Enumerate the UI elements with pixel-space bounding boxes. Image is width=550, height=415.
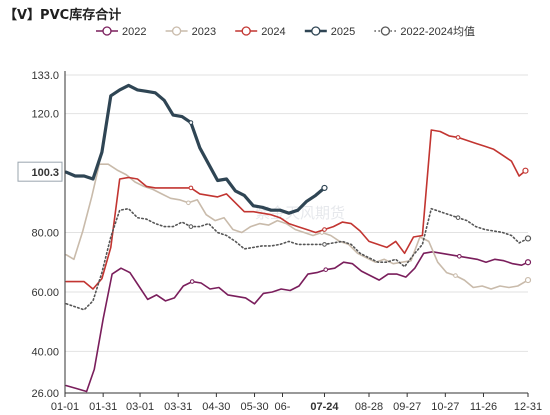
series-point [186,200,191,206]
x-tick-label: 06- [275,401,291,413]
series-point [322,227,327,232]
series-point [322,242,327,247]
legend-label: 2022 [122,26,146,38]
x-tick-label: 07-24 [310,401,339,413]
series-point [453,273,458,278]
series-point [457,253,462,259]
y-tick-label: 60.00 [31,287,59,299]
legend-marker [380,26,391,36]
series-line-1 [65,163,529,290]
legend-item-3[interactable]: 2025 [304,26,355,38]
x-tick-label: 09-27 [393,401,421,413]
x-tick-label: 01-01 [51,401,79,413]
legend-item-0[interactable]: 2022 [96,26,146,38]
y-tick-label: 120.0 [31,109,59,121]
series-line-0 [65,251,529,393]
series-point [188,224,194,229]
legend-label: 2023 [192,26,216,38]
legend-item-4[interactable]: 2022-2024均值 [374,25,475,38]
y-tick-label: 26.00 [31,388,59,400]
y-highlight-box [17,161,63,182]
x-tick-label: 10-27 [431,401,459,413]
series-end-point [321,184,328,192]
chart-title: 【V】PVC库存合计 [4,8,122,23]
series-line-2 [65,129,527,290]
x-tick-label: 01-31 [89,401,117,413]
series-end-point [524,276,532,284]
series-line-4 [65,207,529,311]
series-end-point [524,235,532,242]
series-point [189,279,195,284]
series-end-point [522,167,529,174]
legend-label: 2022-2024均值 [400,25,475,38]
legend-label: 2025 [331,26,355,38]
legend-marker [241,26,251,36]
series-point [188,185,194,191]
series-point [455,135,461,140]
series-point [455,215,461,220]
x-tick-label: 12-31 [514,401,542,413]
x-tick-label: 03-01 [126,401,154,413]
y-tick-label: 133.0 [31,70,59,82]
legend-item-1[interactable]: 2023 [165,26,216,38]
x-tick-label: 04-30 [202,401,230,413]
y-tick-label: 80.00 [31,228,59,240]
legend-marker [102,26,112,36]
legend-item-2[interactable]: 2024 [235,26,286,38]
y-tick-label: 100.3 [31,167,59,179]
x-tick-label: 03-31 [164,401,192,413]
x-tick-label: 08-28 [355,401,383,413]
x-tick-label: 05-30 [240,401,268,413]
legend-marker [311,26,321,36]
series-point [323,267,329,272]
series-end-point [524,259,532,266]
y-tick-label: 40.00 [31,346,59,358]
series-line-3 [64,83,327,215]
series-point [188,120,194,125]
legend-label: 2024 [261,26,285,38]
x-tick-label: 11-26 [470,401,497,413]
legend-marker [171,26,182,36]
